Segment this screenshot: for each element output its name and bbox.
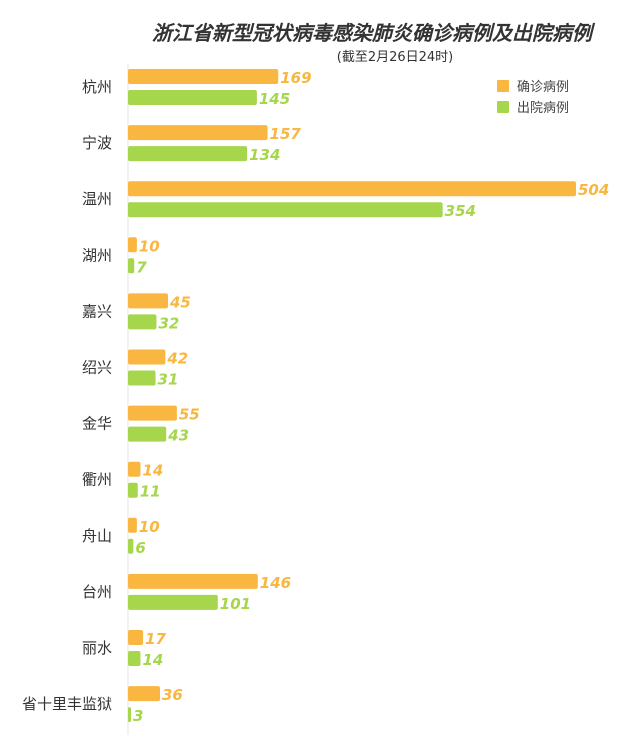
confirmed-bar xyxy=(128,405,177,421)
confirmed-value-label: 55 xyxy=(179,406,200,424)
discharged-bar xyxy=(128,426,167,442)
category-group: 湖州 10 7 xyxy=(82,237,160,276)
discharged-bar xyxy=(128,538,134,554)
discharged-bar xyxy=(128,370,156,386)
discharged-value-label: 11 xyxy=(140,483,161,501)
legend-swatch-discharged xyxy=(497,101,509,113)
discharged-bar xyxy=(128,482,138,498)
discharged-bar xyxy=(128,202,443,218)
confirmed-value-label: 169 xyxy=(280,69,311,87)
category-group: 绍兴 42 31 xyxy=(82,349,188,389)
category-group: 丽水 17 14 xyxy=(82,630,167,669)
category-label: 杭州 xyxy=(82,78,112,96)
category-group: 舟山 10 6 xyxy=(82,517,160,557)
confirmed-value-label: 14 xyxy=(142,462,163,480)
category-label: 舟山 xyxy=(82,527,112,545)
discharged-value-label: 14 xyxy=(142,651,163,669)
category-label: 湖州 xyxy=(82,246,112,264)
category-label: 丽水 xyxy=(82,639,112,657)
discharged-value-label: 6 xyxy=(135,539,145,557)
confirmed-value-label: 504 xyxy=(578,181,609,199)
chart-subtitle: (截至2月26日24时) xyxy=(337,50,454,65)
confirmed-value-label: 10 xyxy=(139,518,160,536)
discharged-bar xyxy=(128,146,248,162)
category-group: 衢州 14 11 xyxy=(82,461,163,501)
category-group: 温州 504 354 xyxy=(82,181,609,220)
plot-area: 杭州 169 145 宁波 157 134 温州 504 354 湖州 10 7 嘉兴 45 32 绍兴 42 3… xyxy=(22,69,609,725)
discharged-value-label: 32 xyxy=(158,314,179,332)
category-label: 金华 xyxy=(82,415,112,433)
category-label: 台州 xyxy=(82,583,112,601)
category-label: 嘉兴 xyxy=(82,302,112,320)
discharged-value-label: 354 xyxy=(445,202,476,220)
confirmed-value-label: 157 xyxy=(270,125,302,143)
discharged-bar xyxy=(128,258,135,274)
confirmed-value-label: 146 xyxy=(260,574,291,592)
category-group: 台州 146 101 xyxy=(82,573,291,613)
discharged-value-label: 7 xyxy=(136,258,147,276)
discharged-value-label: 31 xyxy=(158,371,179,389)
discharged-bar xyxy=(128,707,131,723)
chart-title: 浙江省新型冠状病毒感染肺炎确诊病例及出院病例 xyxy=(152,21,596,45)
discharged-bar xyxy=(128,594,218,610)
category-group: 宁波 157 134 xyxy=(82,125,301,164)
category-label: 省十里丰监狱 xyxy=(22,695,112,713)
legend: 确诊病例 出院病例 xyxy=(497,80,569,116)
legend-label-discharged: 出院病例 xyxy=(517,101,569,116)
category-group: 杭州 169 145 xyxy=(82,69,312,108)
discharged-bar xyxy=(128,90,257,105)
confirmed-value-label: 17 xyxy=(145,630,166,648)
confirmed-bar xyxy=(128,237,137,253)
legend-swatch-confirmed xyxy=(497,80,509,92)
confirmed-value-label: 36 xyxy=(162,686,183,704)
discharged-bar xyxy=(128,314,157,330)
category-label: 衢州 xyxy=(82,471,112,489)
confirmed-bar xyxy=(128,69,279,84)
category-label: 温州 xyxy=(82,190,112,208)
confirmed-bar xyxy=(128,181,576,197)
category-group: 嘉兴 45 32 xyxy=(82,293,191,332)
confirmed-bar xyxy=(128,630,144,645)
confirmed-bar xyxy=(128,461,141,477)
discharged-value-label: 3 xyxy=(133,707,143,725)
confirmed-bar xyxy=(128,349,166,365)
category-group: 金华 55 43 xyxy=(82,405,200,445)
discharged-value-label: 101 xyxy=(220,595,251,613)
discharged-bar xyxy=(128,651,141,666)
discharged-value-label: 43 xyxy=(167,427,189,445)
category-label: 宁波 xyxy=(82,134,112,152)
legend-label-confirmed: 确诊病例 xyxy=(517,80,569,95)
confirmed-bar xyxy=(128,573,258,589)
confirmed-bar xyxy=(128,686,160,702)
discharged-value-label: 145 xyxy=(259,90,290,108)
confirmed-bar xyxy=(128,517,137,533)
category-group: 省十里丰监狱 36 3 xyxy=(22,686,183,725)
confirmed-value-label: 42 xyxy=(166,350,188,368)
confirmed-bar xyxy=(128,293,168,309)
category-label: 绍兴 xyxy=(82,359,112,377)
confirmed-bar xyxy=(128,125,268,141)
confirmed-value-label: 10 xyxy=(139,237,160,255)
discharged-value-label: 134 xyxy=(249,146,280,164)
confirmed-value-label: 45 xyxy=(169,293,191,311)
